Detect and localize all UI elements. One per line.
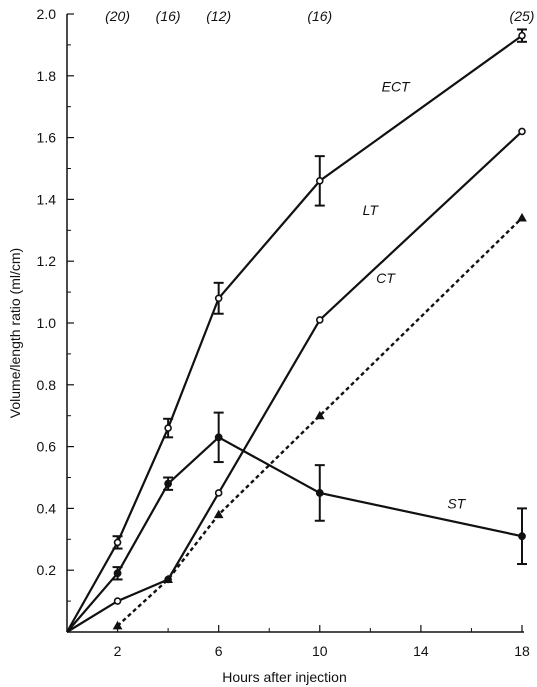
n-label: (25)	[510, 8, 535, 24]
series-st	[66, 411, 527, 633]
data-point	[113, 569, 122, 578]
data-point	[164, 479, 173, 488]
series-ect	[66, 28, 527, 633]
n-label: (16)	[156, 8, 181, 24]
x-axis-title: Hours after injection	[222, 669, 347, 685]
data-point	[213, 509, 224, 519]
series-lt	[66, 127, 526, 633]
data-point	[112, 620, 123, 630]
y-tick-label: 0.8	[37, 377, 57, 393]
y-tick-label: 1.4	[37, 191, 57, 207]
data-point	[164, 424, 172, 432]
y-tick-label: 1.0	[37, 315, 57, 331]
data-point	[315, 489, 324, 497]
y-tick-label: 1.2	[37, 253, 57, 269]
x-tick-label: 2	[114, 643, 122, 659]
data-point	[518, 31, 526, 40]
x-tick-label: 14	[413, 643, 429, 659]
data-point	[518, 532, 526, 541]
n-label: (12)	[206, 8, 231, 24]
y-tick-label: 0.2	[37, 562, 57, 578]
n-label: (16)	[307, 8, 332, 24]
series-layer	[66, 28, 527, 633]
data-point	[113, 538, 122, 547]
labels-layer: (20) (16) (12) (16) (25) ECT LT CT ST	[105, 8, 534, 511]
y-axis-title: Volume/length ratio (ml/cm)	[7, 248, 23, 418]
data-point	[214, 294, 223, 303]
y-tick-label: 0.4	[37, 500, 57, 516]
y-tick-label: 0.6	[37, 439, 57, 455]
data-point	[517, 212, 527, 222]
series-label-ct: CT	[376, 270, 396, 286]
data-point	[214, 433, 223, 442]
data-point	[315, 177, 324, 185]
series-line-st	[66, 435, 523, 633]
series-line-lt	[66, 130, 523, 633]
series-label-ect: ECT	[382, 78, 411, 94]
data-point	[214, 489, 223, 497]
y-tick-label: 2.0	[37, 6, 57, 22]
data-point	[163, 574, 173, 583]
x-tick-label: 18	[514, 643, 530, 659]
axes: 0.2 0.4 0.6 0.8 1.0 1.2 1.4 1.6 1.8 2.0 2 6 10 14 18 Ho…	[7, 6, 530, 685]
x-tick-label: 10	[312, 643, 328, 659]
series-ct	[112, 212, 527, 630]
data-point	[315, 316, 324, 324]
x-tick-label: 6	[215, 643, 223, 659]
series-label-lt: LT	[363, 202, 380, 218]
data-point	[113, 597, 122, 605]
n-label: (20)	[105, 8, 130, 24]
series-label-st: ST	[447, 495, 466, 511]
data-point	[518, 127, 526, 136]
data-point	[314, 410, 325, 420]
series-line-ect	[66, 34, 523, 633]
y-tick-label: 1.8	[37, 68, 57, 84]
y-tick-label: 1.6	[37, 130, 57, 146]
series-line-ct	[116, 217, 523, 627]
